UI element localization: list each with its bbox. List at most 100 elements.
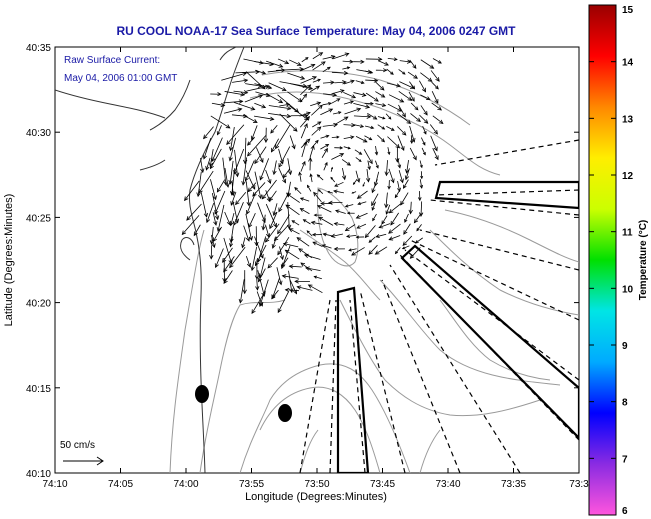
current-vector (420, 94, 431, 100)
current-vector (275, 124, 291, 150)
current-vector (432, 115, 444, 125)
current-vector (263, 127, 269, 144)
current-vector (268, 105, 292, 111)
current-vector (322, 122, 338, 128)
current-vector (281, 257, 289, 268)
y-tick-label: 40:35 (26, 43, 51, 54)
y-tick-label: 40:10 (26, 469, 51, 480)
current-vector (343, 135, 355, 140)
current-vector (320, 108, 334, 116)
current-vector (223, 107, 243, 114)
current-vector (388, 235, 401, 241)
current-vector (355, 157, 362, 162)
current-vector (419, 114, 429, 124)
current-vector (386, 68, 394, 75)
current-vector (316, 205, 332, 213)
x-tick-label: 73:50 (304, 479, 329, 490)
current-vector (320, 144, 330, 150)
current-vector (333, 189, 344, 194)
current-vector (356, 190, 368, 199)
current-vector (203, 126, 214, 140)
current-vector (232, 78, 249, 83)
current-vector (224, 167, 230, 188)
current-vector (398, 170, 404, 184)
current-vector (322, 54, 336, 60)
current-vector (241, 157, 248, 186)
current-vector (372, 213, 377, 222)
current-vector (346, 234, 357, 238)
current-vector (255, 147, 264, 163)
current-vector (342, 59, 354, 64)
current-vector (210, 179, 217, 201)
current-vector (196, 171, 202, 198)
current-vector (367, 160, 371, 171)
current-vector (313, 191, 322, 203)
colorbar (588, 4, 617, 516)
current-vector (256, 291, 264, 307)
coast-line (55, 89, 166, 119)
current-vector (388, 168, 395, 184)
current-vector (205, 157, 211, 171)
current-vector (261, 179, 277, 200)
current-vector (384, 192, 389, 209)
x-axis-label: Longitude (Degrees:Minutes) (245, 491, 387, 503)
current-vector (200, 157, 205, 174)
y-axis-ticks: 40:35 40:30 40:25 40:20 40:15 40:10 (26, 43, 579, 480)
coast-line (219, 47, 237, 61)
current-vector (330, 233, 344, 238)
current-vector (375, 160, 379, 169)
y-tick-label: 40:20 (26, 299, 51, 310)
contour-line (339, 299, 541, 417)
current-vector (375, 91, 386, 98)
current-vector (223, 99, 244, 104)
current-vector (271, 138, 280, 153)
y-tick-label: 40:30 (26, 128, 51, 139)
current-vector (276, 267, 283, 286)
current-vector (330, 176, 336, 183)
current-vector (371, 179, 378, 194)
current-vector (184, 180, 200, 202)
current-vector (307, 284, 323, 294)
current-vector (374, 145, 379, 156)
current-vector (181, 215, 200, 236)
current-vector (331, 89, 345, 95)
current-vector (385, 204, 391, 215)
current-vector (432, 58, 442, 64)
current-vector (377, 124, 386, 130)
current-vector (307, 184, 312, 192)
current-vector (229, 246, 246, 269)
current-vector (351, 247, 365, 256)
current-vector (331, 70, 349, 76)
current-vector (311, 232, 322, 237)
current-vector (226, 124, 245, 145)
current-vector (301, 57, 309, 63)
current-vector (354, 149, 363, 155)
current-vector (214, 190, 226, 215)
current-vector (386, 126, 395, 131)
inset-line-1: Raw Surface Current: (64, 55, 160, 66)
current-vector (193, 224, 201, 237)
current-vector (247, 182, 257, 193)
current-vector (330, 166, 333, 172)
current-vector (254, 171, 263, 200)
current-vector (311, 104, 323, 116)
current-vector (322, 66, 331, 73)
current-vector (300, 160, 306, 172)
current-vector (272, 203, 278, 217)
current-vector (346, 211, 355, 215)
current-vector (285, 204, 300, 216)
current-vector (241, 237, 246, 249)
current-vector (250, 247, 257, 272)
current-vector (270, 125, 278, 134)
current-vector (288, 264, 302, 269)
current-vector (238, 279, 245, 304)
bathymetry-contours (169, 70, 579, 473)
current-vector (269, 211, 278, 230)
current-vector (403, 223, 411, 235)
current-vector (300, 93, 308, 103)
current-vector (387, 57, 398, 61)
current-vector (277, 58, 290, 65)
current-vector (394, 189, 401, 199)
current-vector (301, 140, 308, 158)
y-axis-label: Latitude (Degrees:Minutes) (3, 194, 15, 327)
